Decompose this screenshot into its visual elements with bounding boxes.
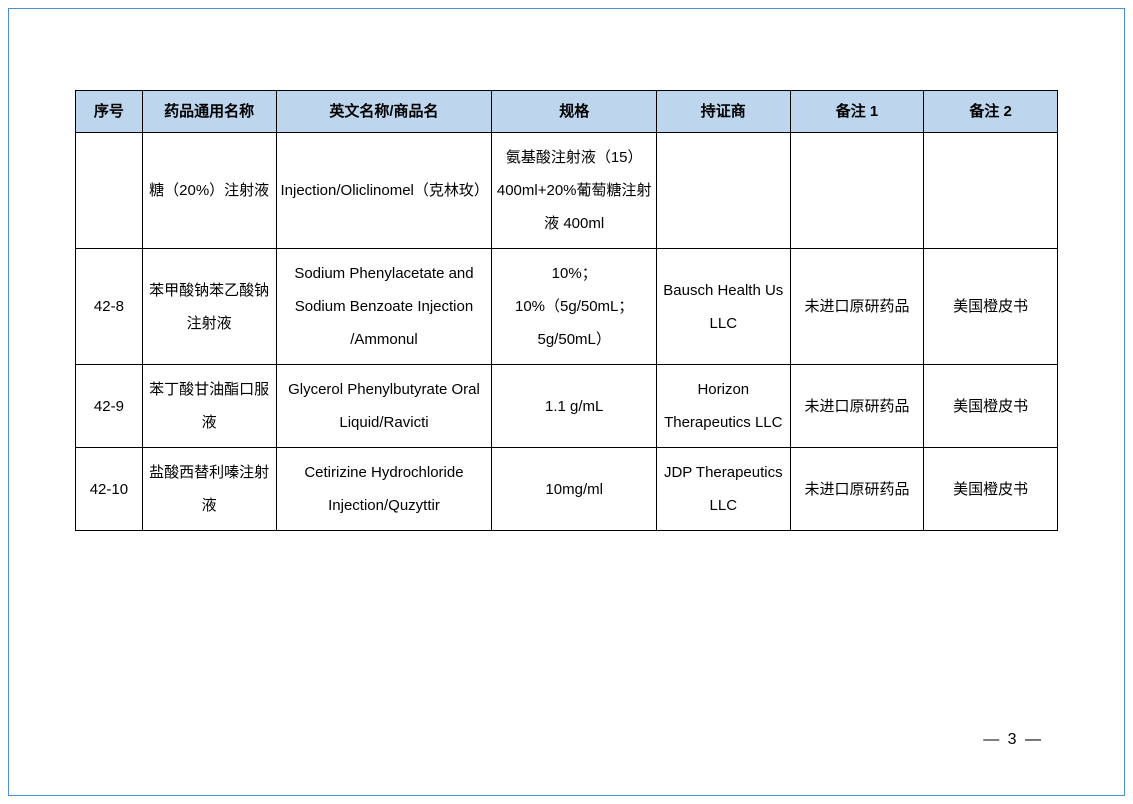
cell-english: Injection/Oliclinomel（克林玫） [276, 133, 492, 249]
cell-note1: 未进口原研药品 [790, 365, 924, 448]
cell-seq: 42-9 [76, 365, 143, 448]
cell-note1 [790, 133, 924, 249]
table-header: 序号 药品通用名称 英文名称/商品名 规格 持证商 备注 1 备注 2 [76, 91, 1058, 133]
table-row: 42-8 苯甲酸钠苯乙酸钠注射液 Sodium Phenylacetate an… [76, 249, 1058, 365]
cell-generic: 盐酸西替利嗪注射液 [142, 448, 276, 531]
cell-english: Sodium Phenylacetate and Sodium Benzoate… [276, 249, 492, 365]
table-row: 糖（20%）注射液 Injection/Oliclinomel（克林玫） 氨基酸… [76, 133, 1058, 249]
cell-english: Glycerol Phenylbutyrate Oral Liquid/Ravi… [276, 365, 492, 448]
cell-holder: Bausch Health Us LLC [656, 249, 790, 365]
cell-spec: 氨基酸注射液（15）400ml+20%葡萄糖注射液 400ml [492, 133, 657, 249]
cell-seq: 42-8 [76, 249, 143, 365]
table-body: 糖（20%）注射液 Injection/Oliclinomel（克林玫） 氨基酸… [76, 133, 1058, 531]
cell-holder: Horizon Therapeutics LLC [656, 365, 790, 448]
cell-english: Cetirizine Hydrochloride Injection/Quzyt… [276, 448, 492, 531]
col-header-holder: 持证商 [656, 91, 790, 133]
cell-spec: 10%；10%（5g/50mL；5g/50mL） [492, 249, 657, 365]
col-header-english: 英文名称/商品名 [276, 91, 492, 133]
drug-reference-table: 序号 药品通用名称 英文名称/商品名 规格 持证商 备注 1 备注 2 糖（20… [75, 90, 1058, 531]
table-row: 42-9 苯丁酸甘油酯口服液 Glycerol Phenylbutyrate O… [76, 365, 1058, 448]
cell-seq: 42-10 [76, 448, 143, 531]
col-header-seq: 序号 [76, 91, 143, 133]
cell-note2: 美国橙皮书 [924, 365, 1058, 448]
cell-note2: 美国橙皮书 [924, 448, 1058, 531]
col-header-note1: 备注 1 [790, 91, 924, 133]
col-header-generic: 药品通用名称 [142, 91, 276, 133]
document-content: 序号 药品通用名称 英文名称/商品名 规格 持证商 备注 1 备注 2 糖（20… [75, 90, 1058, 531]
cell-spec: 10mg/ml [492, 448, 657, 531]
col-header-note2: 备注 2 [924, 91, 1058, 133]
cell-note1: 未进口原研药品 [790, 448, 924, 531]
table-header-row: 序号 药品通用名称 英文名称/商品名 规格 持证商 备注 1 备注 2 [76, 91, 1058, 133]
cell-generic: 苯甲酸钠苯乙酸钠注射液 [142, 249, 276, 365]
cell-seq [76, 133, 143, 249]
col-header-spec: 规格 [492, 91, 657, 133]
table-row: 42-10 盐酸西替利嗪注射液 Cetirizine Hydrochloride… [76, 448, 1058, 531]
cell-generic: 糖（20%）注射液 [142, 133, 276, 249]
cell-note1: 未进口原研药品 [790, 249, 924, 365]
cell-note2 [924, 133, 1058, 249]
cell-spec: 1.1 g/mL [492, 365, 657, 448]
page-number: — 3 — [983, 731, 1043, 749]
cell-holder: JDP Therapeutics LLC [656, 448, 790, 531]
cell-holder [656, 133, 790, 249]
cell-generic: 苯丁酸甘油酯口服液 [142, 365, 276, 448]
cell-note2: 美国橙皮书 [924, 249, 1058, 365]
